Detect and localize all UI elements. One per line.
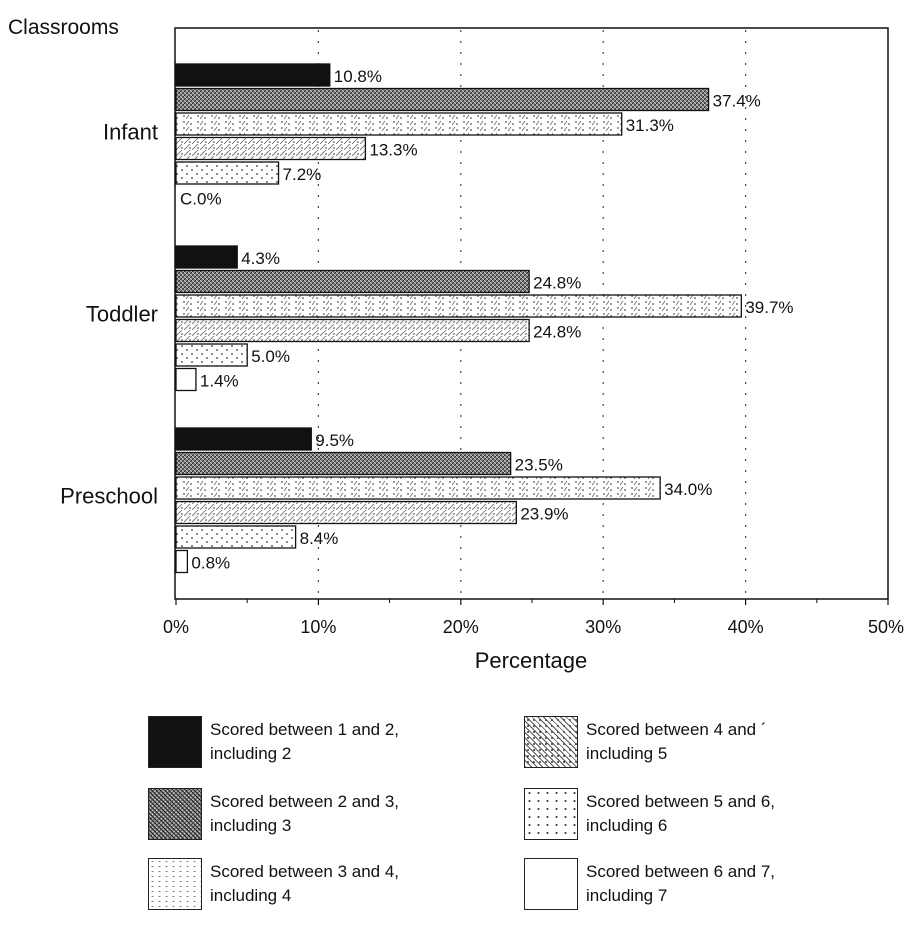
bar bbox=[175, 63, 331, 87]
legend-swatch-2 bbox=[148, 788, 202, 840]
bar-value-label: 34.0% bbox=[664, 480, 712, 499]
bar-value-label: 10.8% bbox=[334, 67, 382, 86]
x-axis-title: Percentage bbox=[475, 648, 588, 673]
bar-value-label: 24.8% bbox=[533, 274, 581, 293]
legend-item-3: Scored between 3 and 4, including 4 bbox=[148, 858, 399, 910]
bar bbox=[175, 476, 661, 500]
bar bbox=[175, 87, 710, 112]
bar bbox=[175, 112, 623, 136]
x-tick-label: 40% bbox=[728, 617, 764, 637]
legend-item-4: Scored between 4 and ´ including 5 bbox=[524, 716, 767, 768]
category-label: Preschool bbox=[60, 484, 158, 509]
legend-item-5: Scored between 5 and 6, including 6 bbox=[524, 788, 775, 840]
bar-value-label: 0.8% bbox=[191, 554, 230, 573]
bar-value-label: 8.4% bbox=[300, 529, 339, 548]
bar-value-label: 37.4% bbox=[713, 92, 761, 111]
bar-value-label: 4.3% bbox=[241, 249, 280, 268]
x-axis-ticks: 0% 10% 20% 30% 40% 50% bbox=[163, 599, 904, 637]
legend-label-1: Scored between 1 and 2, including 2 bbox=[210, 720, 400, 763]
legend-swatch-3 bbox=[148, 858, 202, 910]
legend-label-2: Scored between 2 and 3, including 3 bbox=[210, 792, 400, 835]
bar bbox=[175, 525, 297, 549]
bar bbox=[175, 343, 248, 367]
bar-value-label: 13.3% bbox=[369, 141, 417, 160]
bar bbox=[175, 136, 367, 161]
bar bbox=[175, 451, 512, 476]
bars bbox=[175, 63, 742, 574]
bar bbox=[175, 427, 312, 451]
bar bbox=[175, 245, 238, 269]
bar bbox=[175, 549, 189, 574]
category-labels: Infant Toddler Preschool bbox=[60, 120, 158, 509]
bar-chart: Classrooms 10.8% 4.3% 9.5% 37.4% 24.8% 23.5% 3… bbox=[8, 16, 904, 673]
bar-value-label: 5.0% bbox=[251, 347, 290, 366]
bar-value-label: C.0% bbox=[180, 190, 222, 209]
legend-item-1: Scored between 1 and 2, including 2 bbox=[148, 716, 399, 768]
bar bbox=[175, 161, 280, 185]
legend-item-6: Scored between 6 and 7, including 7 bbox=[524, 858, 775, 910]
bar bbox=[175, 269, 530, 294]
bar bbox=[175, 500, 517, 525]
legend-label-6: Scored between 6 and 7, including 7 bbox=[586, 862, 776, 905]
legend-label-3: Scored between 3 and 4, including 4 bbox=[210, 862, 400, 905]
bar-value-label: 9.5% bbox=[315, 431, 354, 450]
legend-swatch-6 bbox=[524, 858, 578, 910]
bar bbox=[175, 318, 530, 343]
bar bbox=[175, 294, 742, 318]
category-label: Infant bbox=[103, 120, 158, 145]
bar-value-label: 7.2% bbox=[283, 165, 322, 184]
x-tick-label: 30% bbox=[585, 617, 621, 637]
legend-swatch-1 bbox=[148, 716, 202, 768]
bar-labels: 10.8% 4.3% 9.5% 37.4% 24.8% 23.5% 31.3% 39.7% 34… bbox=[180, 67, 794, 573]
bar-value-label: 1.4% bbox=[200, 372, 239, 391]
bar bbox=[175, 367, 197, 392]
legend-label-4: Scored between 4 and ´ including 5 bbox=[586, 720, 767, 763]
x-tick-label: 50% bbox=[868, 617, 904, 637]
legend: Scored between 1 and 2, including 2 Scor… bbox=[0, 700, 912, 936]
bar-value-label: 31.3% bbox=[626, 116, 674, 135]
x-tick-label: 10% bbox=[300, 617, 336, 637]
legend-swatch-4 bbox=[524, 716, 578, 768]
bar-value-label: 24.8% bbox=[533, 323, 581, 342]
bar-value-label: 23.5% bbox=[515, 456, 563, 475]
legend-item-2: Scored between 2 and 3, including 3 bbox=[148, 788, 399, 840]
category-label: Toddler bbox=[86, 302, 158, 327]
y-axis-title: Classrooms bbox=[8, 16, 119, 39]
x-tick-label: 0% bbox=[163, 617, 189, 637]
legend-label-5: Scored between 5 and 6, including 6 bbox=[586, 792, 776, 835]
x-tick-label: 20% bbox=[443, 617, 479, 637]
bar-value-label: 39.7% bbox=[745, 298, 793, 317]
legend-swatch-5 bbox=[524, 788, 578, 840]
bar-value-label: 23.9% bbox=[520, 505, 568, 524]
